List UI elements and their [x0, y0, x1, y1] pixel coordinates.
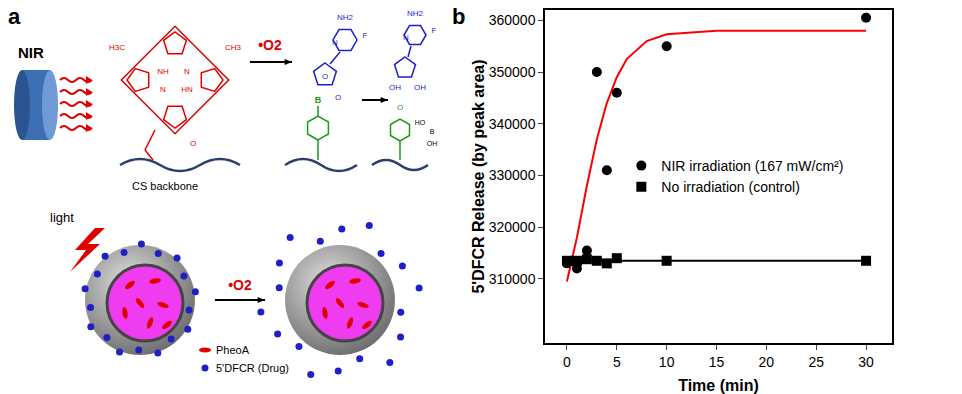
- svg-text:HN: HN: [181, 85, 193, 94]
- svg-text:NH2: NH2: [407, 9, 424, 18]
- svg-text:OH: OH: [427, 140, 438, 147]
- svg-text:CS backbone: CS backbone: [132, 180, 198, 192]
- svg-text:OH: OH: [389, 83, 401, 92]
- svg-text:B: B: [430, 128, 435, 135]
- svg-text:0: 0: [563, 354, 571, 370]
- svg-text:F: F: [432, 26, 437, 35]
- svg-text:H3C: H3C: [109, 43, 125, 52]
- svg-text:O: O: [322, 72, 328, 81]
- svg-text:15: 15: [709, 354, 725, 370]
- svg-text:5'DFCR (Drug): 5'DFCR (Drug): [216, 362, 289, 374]
- svg-text:N: N: [160, 85, 166, 94]
- svg-text:O: O: [397, 103, 403, 112]
- html-text:a: a: [8, 4, 21, 29]
- svg-text:5'DFCR Release (by peak area): 5'DFCR Release (by peak area): [470, 59, 487, 293]
- svg-text:320000: 320000: [489, 219, 536, 235]
- svg-text:CH3: CH3: [225, 43, 242, 52]
- svg-text:350000: 350000: [489, 64, 536, 80]
- svg-text:5: 5: [613, 354, 621, 370]
- svg-text:F: F: [363, 31, 368, 40]
- svg-text:OH: OH: [414, 83, 426, 92]
- svg-text:N: N: [184, 67, 190, 76]
- svg-text:NIR: NIR: [18, 44, 44, 61]
- svg-text:360000: 360000: [489, 12, 536, 28]
- svg-text:NIR irradiation (167 mW/cm²): NIR irradiation (167 mW/cm²): [661, 158, 843, 174]
- svg-text:330000: 330000: [489, 167, 536, 183]
- svg-text:NH2: NH2: [337, 13, 354, 22]
- svg-text:HO: HO: [415, 119, 426, 126]
- svg-text:O: O: [335, 93, 341, 102]
- svg-text:30: 30: [858, 354, 874, 370]
- svg-text:25: 25: [808, 354, 824, 370]
- html-text:b: b: [452, 4, 466, 29]
- svg-text:O: O: [190, 139, 196, 148]
- svg-text:10: 10: [659, 354, 675, 370]
- svg-text:NH: NH: [157, 67, 169, 76]
- svg-text:•O2: •O2: [228, 277, 252, 293]
- svg-text:340000: 340000: [489, 116, 536, 132]
- svg-text:light: light: [50, 210, 74, 225]
- svg-text:N: N: [403, 33, 409, 42]
- svg-text:•O2: •O2: [258, 37, 282, 53]
- svg-text:B: B: [315, 95, 322, 105]
- svg-text:PheoA: PheoA: [216, 344, 250, 356]
- svg-text:No irradiation (control): No irradiation (control): [661, 179, 800, 195]
- svg-text:310000: 310000: [489, 271, 536, 287]
- svg-text:N: N: [332, 38, 338, 47]
- svg-text:20: 20: [759, 354, 775, 370]
- svg-text:Time (min): Time (min): [678, 377, 759, 394]
